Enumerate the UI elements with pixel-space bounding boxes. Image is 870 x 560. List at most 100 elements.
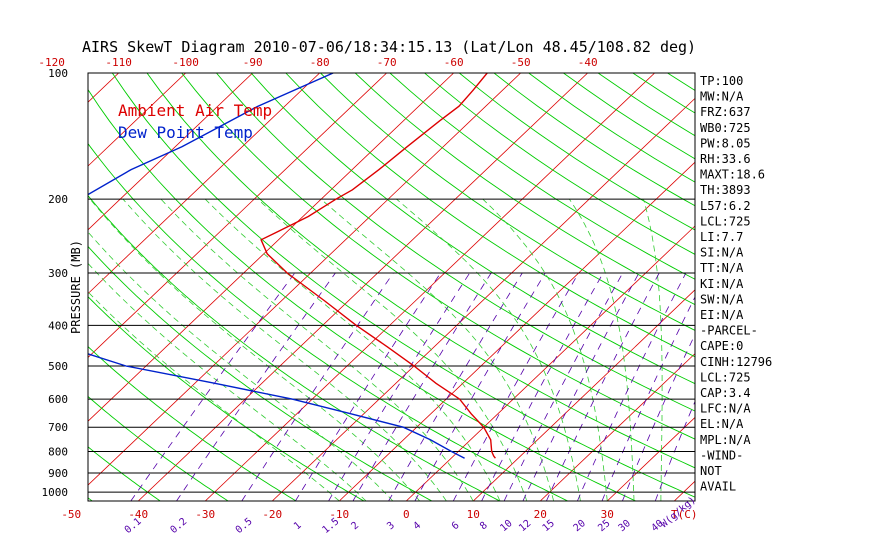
dry-adiabat-line (88, 446, 161, 501)
index-entry: CAPE:0 (700, 339, 743, 353)
dry-adiabat-line (88, 142, 568, 501)
isotherm-line (88, 73, 320, 295)
top-temp-tick-label: -80 (310, 56, 330, 69)
y-axis-label: PRESSURE (MB) (69, 240, 83, 334)
index-entry: SW:N/A (700, 292, 744, 306)
mixing-ratio-line (601, 296, 695, 501)
dry-adiabat-line (737, 73, 870, 501)
isotherm-line (88, 73, 253, 231)
mixing-ratio-tick-label: 12 (517, 518, 533, 534)
index-entry: LCL:725 (700, 214, 751, 228)
moist-adiabat-line (482, 198, 608, 501)
dry-adiabat-line (88, 395, 229, 501)
dry-adiabat-line (88, 88, 636, 501)
mixing-ratio-tick-label: 6 (450, 520, 462, 532)
pressure-tick-label: 200 (48, 193, 68, 206)
index-entry: L57:6.2 (700, 199, 751, 213)
dry-adiabat-line (146, 73, 695, 469)
dry-adiabat-line (250, 73, 695, 385)
mixing-ratio-tick-label: 1 (292, 520, 304, 532)
isotherm-line (271, 97, 695, 501)
pressure-tick-label: 800 (48, 446, 68, 459)
moist-adiabat-line (88, 291, 340, 501)
index-entry: TP:100 (700, 74, 743, 88)
mixing-ratio-line (130, 272, 296, 501)
bottom-temp-tick-label: -20 (262, 508, 282, 521)
pressure-tick-label: 600 (48, 393, 68, 406)
index-entry: CAP:3.4 (700, 386, 751, 400)
moist-adiabat-line (122, 198, 447, 501)
chart-title: AIRS SkewT Diagram 2010-07-06/18:34:15.1… (82, 38, 696, 56)
dry-adiabat-line (216, 73, 695, 412)
top-temp-tick-label: -110 (105, 56, 132, 69)
moist-adiabat-line (160, 198, 474, 501)
isotherm-line (539, 353, 695, 501)
top-temp-tick-label: -50 (511, 56, 531, 69)
index-entry: FRZ:637 (700, 105, 751, 119)
moist-adiabat-line (257, 198, 528, 501)
mixing-ratio-line (241, 272, 394, 501)
isotherm-line (88, 73, 454, 422)
air-temp-profile (260, 73, 496, 459)
index-entry: EI:N/A (700, 308, 744, 322)
moist-adiabat-line (320, 198, 555, 501)
pressure-tick-labels: 100 200 300 400 500 600 700 800 900 1000 (42, 67, 69, 499)
top-temp-tick-label: -40 (578, 56, 598, 69)
isobars (88, 72, 695, 493)
index-entry: LFC:N/A (700, 402, 751, 416)
index-entry: MW:N/A (700, 90, 744, 104)
mixing-ratio-line (176, 272, 336, 501)
x-axis-label: T(C) (671, 508, 698, 521)
dew-point-profile (88, 73, 465, 459)
axes (87, 72, 696, 502)
index-entry: SI:N/A (700, 246, 744, 260)
bottom-temp-tick-labels: -50 -40 -30 -20 -10 0 10 20 30 (61, 508, 614, 521)
mixing-ratio-tick-label: 2 (350, 520, 362, 532)
top-temp-tick-label: -60 (444, 56, 464, 69)
mixing-ratio-tick-label: 0.5 (234, 516, 255, 536)
bottom-temp-tick-label: -30 (195, 508, 215, 521)
grid-lines (0, 73, 870, 501)
isotherm-line (606, 416, 695, 501)
pressure-tick-label: 500 (48, 360, 68, 373)
moist-adiabat-line (88, 262, 367, 501)
mixing-ratio-tick-label: 4 (411, 520, 423, 532)
mixing-ratio-line (388, 272, 523, 501)
isotherm-line (88, 73, 186, 167)
index-entry: AVAIL (700, 480, 736, 494)
dry-adiabat-line (0, 73, 24, 501)
isotherm-line (88, 73, 387, 358)
index-entry: -WIND- (700, 448, 743, 462)
mixing-ratio-line (546, 272, 660, 501)
dry-adiabat-line (111, 73, 695, 498)
pressure-tick-label: 300 (48, 267, 68, 280)
pressure-tick-label: 1000 (42, 486, 69, 499)
index-entry: MPL:N/A (700, 433, 751, 447)
moist-adiabat-line (89, 198, 420, 501)
mixing-ratio-line (414, 272, 546, 501)
index-entry: LI:7.7 (700, 230, 743, 244)
isotherm-line (137, 73, 588, 501)
plot-frame (87, 72, 696, 502)
isotherm-line (0, 73, 52, 501)
isotherm-line (808, 73, 870, 501)
mixing-ratio-tick-label: 3 (385, 520, 397, 532)
isotherm-line (88, 73, 119, 103)
top-temp-tick-label: -120 (38, 56, 65, 69)
dry-adiabat-line (285, 73, 695, 358)
top-temp-tick-labels: -120 -110 -100 -90 -80 -70 -60 -50 -40 (38, 56, 597, 69)
index-entry: CINH:12796 (700, 355, 772, 369)
isotherm-line (741, 73, 870, 501)
moist-adiabat-line (205, 198, 501, 501)
top-temp-tick-label: -70 (377, 56, 397, 69)
mixing-ratio-tick-label: 0.2 (168, 516, 189, 536)
dry-adiabat-line (493, 73, 695, 207)
index-entry: WB0:725 (700, 121, 751, 135)
mixing-ratio-tick-label: 30 (617, 518, 633, 534)
bottom-temp-tick-label: 0 (403, 508, 410, 521)
dry-adiabat-line (424, 73, 695, 255)
index-entry: LCL:725 (700, 370, 751, 384)
index-entry: KI:N/A (700, 277, 744, 291)
moist-adiabat-line (569, 198, 635, 501)
